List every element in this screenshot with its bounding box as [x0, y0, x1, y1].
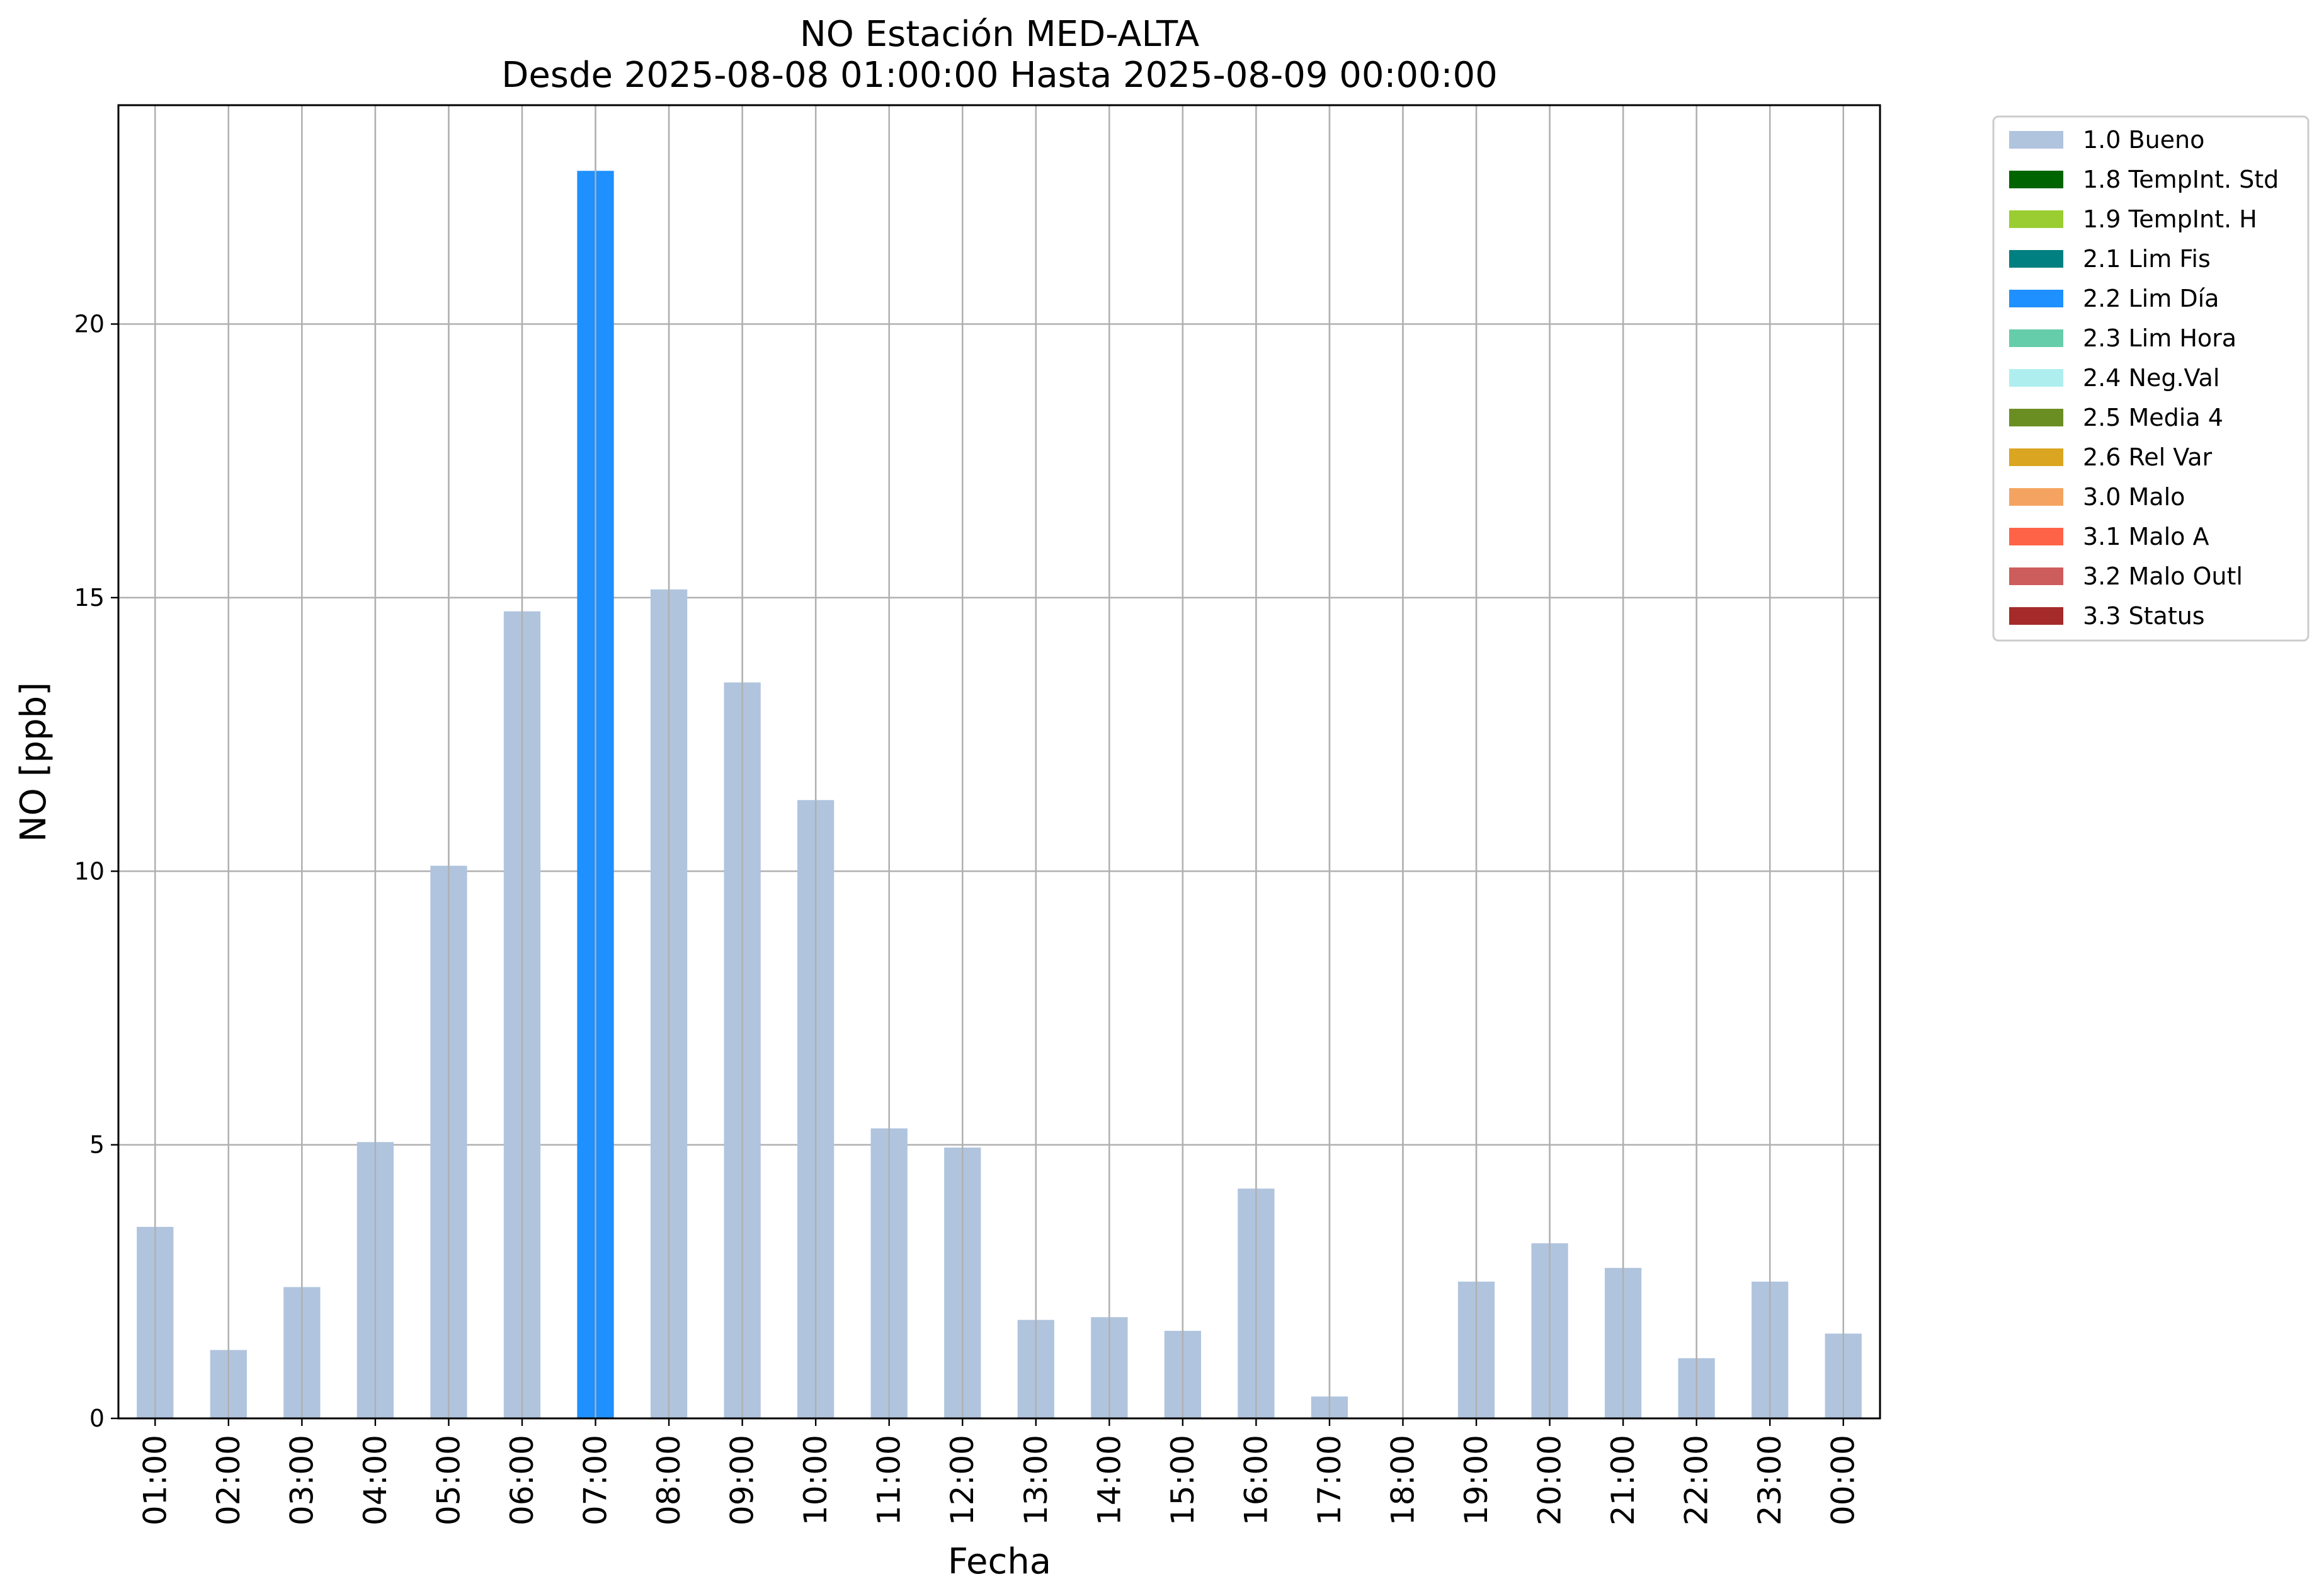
plot-frame: [117, 104, 1881, 1420]
x-tick-label: 00:00: [1825, 1435, 1862, 1525]
legend-swatch: [2009, 488, 2063, 506]
x-tick-label: 21:00: [1605, 1435, 1641, 1525]
y-tick-label: 20: [74, 311, 105, 338]
x-tick-label: 14:00: [1091, 1435, 1127, 1525]
legend-label: 2.5 Media 4: [2083, 404, 2223, 431]
x-tick-label: 10:00: [797, 1435, 834, 1525]
legend-label: 2.3 Lim Hora: [2083, 324, 2236, 352]
legend-label: 3.1 Malo A: [2083, 523, 2209, 550]
x-tick-label: 16:00: [1238, 1435, 1274, 1525]
legend-label: 2.1 Lim Fis: [2083, 245, 2211, 273]
x-tick-label: 09:00: [724, 1435, 761, 1525]
legend-swatch: [2009, 448, 2063, 466]
legend-swatch: [2009, 567, 2063, 585]
x-tick-label: 15:00: [1165, 1435, 1201, 1525]
legend-label: 1.0 Bueno: [2083, 126, 2204, 154]
y-tick-label: 10: [74, 857, 105, 885]
legend-swatch: [2009, 131, 2063, 149]
x-tick-label: 05:00: [430, 1435, 467, 1525]
x-tick-label: 20:00: [1532, 1435, 1568, 1525]
y-tick-label: 15: [74, 584, 105, 612]
bars: [137, 105, 1862, 1418]
x-tick-label: 13:00: [1018, 1435, 1054, 1525]
legend-label: 2.2 Lim Día: [2083, 285, 2219, 312]
legend-swatch: [2009, 329, 2063, 347]
x-axis-ticks: 01:00 02:00 03:00 04:00 05:00 06:00 07:00 08:00…: [137, 1418, 1862, 1525]
legend-label: 1.9 TempInt. H: [2083, 205, 2257, 233]
x-tick-label: 02:00: [210, 1435, 247, 1525]
legend-swatch: [2009, 409, 2063, 426]
x-tick-label: 19:00: [1458, 1435, 1495, 1525]
chart-title: NO Estación MED-ALTA: [800, 14, 1199, 55]
legend-swatch: [2009, 607, 2063, 625]
x-tick-label: 12:00: [944, 1435, 981, 1525]
legend-swatch: [2009, 250, 2063, 268]
x-tick-label: 17:00: [1311, 1435, 1348, 1525]
legend-label: 1.8 TempInt. Std: [2083, 166, 2279, 193]
x-tick-label: 11:00: [871, 1435, 908, 1525]
legend-label: 3.2 Malo Outl: [2083, 562, 2243, 590]
x-tick-label: 01:00: [137, 1435, 173, 1525]
legend-swatch: [2009, 171, 2063, 188]
x-tick-label: 23:00: [1752, 1435, 1788, 1525]
x-tick-label: 08:00: [651, 1435, 687, 1525]
legend-label: 3.3 Status: [2083, 602, 2205, 630]
x-tick-label: 22:00: [1678, 1435, 1715, 1525]
legend-swatch: [2009, 528, 2063, 545]
y-tick-label: 5: [89, 1131, 105, 1159]
legend-swatch: [2009, 369, 2063, 387]
x-tick-label: 18:00: [1384, 1435, 1421, 1525]
x-tick-label: 04:00: [357, 1435, 394, 1525]
legend-label: 3.0 Malo: [2083, 483, 2185, 511]
legend-swatch: [2009, 290, 2063, 307]
x-axis-label: Fecha: [948, 1541, 1051, 1582]
legend-label: 2.6 Rel Var: [2083, 443, 2213, 471]
x-tick-label: 07:00: [578, 1435, 614, 1525]
x-tick-label: 06:00: [504, 1435, 540, 1525]
legend-label: 2.4 Neg.Val: [2083, 364, 2219, 392]
y-axis-ticks: 0 5 10 15 20: [74, 311, 118, 1432]
y-axis-label: NO [ppb]: [13, 682, 54, 842]
legend: 1.0 Bueno 1.8 TempInt. Std 1.9 TempInt. H 2…: [1992, 115, 2310, 642]
legend-swatch: [2009, 210, 2063, 228]
legend-frame: [1992, 115, 2310, 642]
y-tick-label: 0: [89, 1405, 105, 1432]
x-tick-label: 03:00: [283, 1435, 320, 1525]
chart-subtitle: Desde 2025-08-08 01:00:00 Hasta 2025-08-…: [501, 55, 1498, 96]
